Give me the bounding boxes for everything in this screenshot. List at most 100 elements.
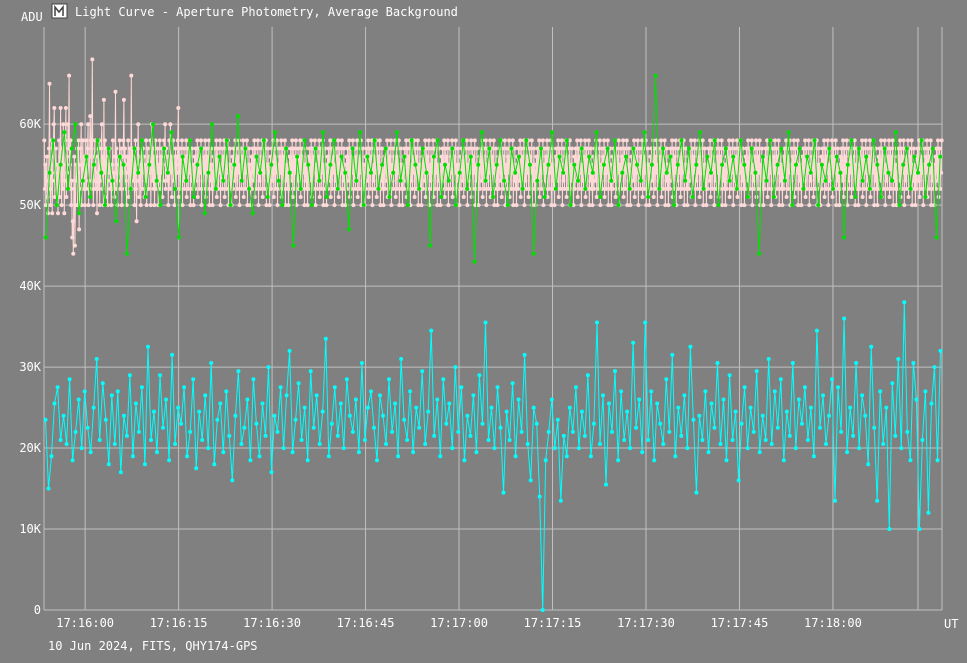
data-point <box>69 146 74 151</box>
data-point <box>663 203 668 208</box>
data-point <box>135 146 140 151</box>
data-point <box>759 178 764 183</box>
data-point <box>781 458 786 463</box>
data-point <box>573 385 578 390</box>
data-point <box>77 211 82 216</box>
data-point <box>834 154 839 159</box>
data-point <box>706 186 710 191</box>
data-point <box>825 170 830 175</box>
data-point <box>625 203 630 208</box>
data-point <box>254 154 259 159</box>
data-point <box>310 146 315 151</box>
data-point <box>335 186 340 191</box>
data-point <box>675 162 680 167</box>
data-point <box>182 146 187 151</box>
data-point <box>476 162 481 167</box>
y-axis-label: ADU <box>21 10 43 24</box>
data-point <box>218 138 222 143</box>
data-point <box>900 154 905 159</box>
data-point <box>701 203 706 208</box>
data-point <box>414 186 419 191</box>
data-point <box>539 146 543 151</box>
data-point <box>860 393 865 398</box>
data-point <box>104 162 108 167</box>
data-point <box>911 146 916 151</box>
data-point <box>144 203 149 208</box>
data-point <box>236 369 241 374</box>
data-point <box>328 195 333 199</box>
data-point <box>313 203 318 208</box>
data-point <box>564 138 569 143</box>
data-point <box>913 203 918 208</box>
data-point <box>442 138 447 143</box>
data-point <box>531 251 536 256</box>
data-point <box>229 162 233 167</box>
data-point <box>495 385 500 390</box>
data-point <box>405 146 410 151</box>
data-point <box>490 154 495 159</box>
data-point <box>317 178 322 183</box>
data-point <box>808 405 813 410</box>
data-point <box>790 154 795 159</box>
data-point <box>697 413 702 418</box>
data-point <box>622 438 627 442</box>
data-point <box>247 146 251 151</box>
data-point <box>51 122 56 127</box>
data-point <box>178 186 183 191</box>
data-point <box>409 138 414 143</box>
data-point <box>176 405 181 410</box>
x-tick-label: 17:17:45 <box>711 616 769 630</box>
data-point <box>446 178 451 183</box>
data-point <box>235 186 240 191</box>
data-point <box>520 154 525 159</box>
data-point <box>362 162 366 167</box>
data-point <box>121 138 126 143</box>
data-point <box>94 357 99 361</box>
data-point <box>628 203 633 208</box>
data-point <box>595 320 599 325</box>
data-point <box>365 154 370 159</box>
data-point <box>746 195 750 199</box>
data-point <box>43 417 48 422</box>
data-point <box>649 186 653 191</box>
data-point <box>157 138 162 143</box>
data-point <box>541 162 546 167</box>
data-point <box>220 146 225 151</box>
data-point <box>284 393 289 398</box>
data-point <box>690 162 695 167</box>
data-point <box>939 138 944 143</box>
data-point <box>188 138 192 143</box>
data-point <box>732 146 737 151</box>
data-point <box>540 608 545 612</box>
data-point <box>827 146 832 151</box>
data-point <box>709 146 714 151</box>
data-point <box>199 138 203 143</box>
data-point <box>365 178 370 183</box>
data-point <box>391 146 395 151</box>
data-point <box>725 186 729 191</box>
data-point <box>930 178 935 183</box>
data-point <box>752 186 757 191</box>
data-point <box>192 154 197 159</box>
data-point <box>528 478 533 483</box>
data-point <box>768 170 773 175</box>
data-point <box>793 446 798 451</box>
data-point <box>640 195 645 199</box>
data-point <box>775 154 780 159</box>
data-point <box>53 146 58 151</box>
data-point <box>118 470 123 475</box>
data-point <box>43 235 48 240</box>
data-point <box>933 154 938 159</box>
data-point <box>709 170 713 175</box>
data-point <box>97 438 102 442</box>
data-point <box>856 146 861 151</box>
data-point <box>71 251 76 256</box>
data-point <box>176 235 181 240</box>
data-point <box>863 413 868 418</box>
data-point <box>670 352 675 357</box>
data-point <box>673 454 678 459</box>
data-point <box>919 186 924 191</box>
data-point <box>801 146 806 151</box>
data-point <box>170 352 175 357</box>
data-point <box>525 442 530 446</box>
